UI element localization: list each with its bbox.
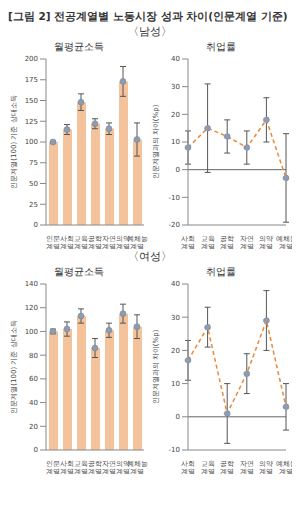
- svg-text:40: 40: [171, 55, 180, 63]
- svg-text:인문계열: 인문계열: [46, 460, 60, 474]
- svg-text:0: 0: [176, 413, 180, 421]
- svg-text:예체능계열: 예체능계열: [127, 460, 148, 474]
- svg-text:사회계열: 사회계열: [181, 235, 195, 249]
- svg-text:공학계열: 공학계열: [220, 235, 234, 249]
- svg-text:예체능계열: 예체능계열: [276, 460, 293, 474]
- html-text:〈여성〉: 〈여성〉: [128, 250, 172, 263]
- svg-text:공학계열: 공학계열: [220, 460, 234, 474]
- svg-text:10: 10: [171, 380, 180, 388]
- svg-text:사회계열: 사회계열: [181, 460, 195, 474]
- svg-text:인문계열(100) 기준 상대소득: 인문계열(100) 기준 상대소득: [10, 320, 18, 413]
- svg-text:인문계열: 인문계열: [46, 235, 60, 249]
- svg-text:20: 20: [171, 111, 180, 119]
- html-text:의약: 의약: [116, 235, 130, 243]
- svg-text:공학계열: 공학계열: [88, 235, 102, 249]
- svg-text:40: 40: [29, 399, 38, 407]
- svg-text:예체능계열: 예체능계열: [276, 235, 293, 249]
- svg-text:200: 200: [25, 55, 38, 63]
- svg-text:의약계열: 의약계열: [259, 460, 273, 474]
- svg-text:-10: -10: [169, 446, 180, 454]
- svg-text:자연계열: 자연계열: [102, 460, 116, 474]
- svg-text:자연계열: 자연계열: [102, 235, 116, 249]
- svg-text:인문계열과의 차이(%p): 인문계열과의 차이(%p): [152, 104, 160, 179]
- svg-text:교육계열: 교육계열: [74, 460, 88, 474]
- svg-text:175: 175: [25, 76, 38, 84]
- svg-text:0: 0: [34, 446, 38, 454]
- svg-text:교육계열: 교육계열: [201, 460, 215, 474]
- svg-text:사회계열: 사회계열: [60, 235, 74, 249]
- svg-text:의약계열: 의약계열: [259, 235, 273, 249]
- html-text:[그림 2] 전공계열별 노동시장 성과 차이(인문계열 기: [그림 2] 전공계열별 노동시장 성과 차이(인문계열 기준): [8, 10, 288, 22]
- svg-text:공학계열: 공학계열: [88, 460, 102, 474]
- svg-text:0: 0: [176, 166, 180, 174]
- svg-text:25: 25: [29, 201, 38, 209]
- html-text:의약: 의약: [116, 460, 130, 468]
- svg-text:인문계열과의 차이(%p): 인문계열과의 차이(%p): [152, 329, 160, 404]
- html-text:〈남성〉: 〈남성〉: [128, 25, 172, 38]
- svg-text:20: 20: [171, 347, 180, 355]
- svg-text:80: 80: [29, 352, 38, 360]
- svg-text:125: 125: [25, 118, 38, 126]
- svg-text:30: 30: [171, 83, 180, 91]
- svg-text:예체능계열: 예체능계열: [127, 235, 148, 249]
- svg-text:140: 140: [25, 280, 38, 288]
- html-text:월평균소득: 월평균소득: [54, 41, 104, 52]
- svg-text:인문계열(100) 기준 상대소득: 인문계열(100) 기준 상대소득: [10, 95, 18, 188]
- svg-text:20: 20: [29, 423, 38, 431]
- svg-text:교육계열: 교육계열: [74, 235, 88, 249]
- svg-text:150: 150: [25, 97, 38, 105]
- svg-text:30: 30: [171, 314, 180, 322]
- svg-text:자연계열: 자연계열: [240, 460, 254, 474]
- svg-text:40: 40: [171, 280, 180, 288]
- svg-text:-20: -20: [169, 221, 180, 229]
- svg-text:100: 100: [25, 138, 38, 146]
- svg-text:교육계열: 교육계열: [201, 235, 215, 249]
- svg-text:60: 60: [29, 375, 38, 383]
- svg-text:10: 10: [171, 138, 180, 146]
- html-text:취업률: 취업률: [206, 41, 236, 52]
- html-text:월평균소득: 월평균소득: [54, 266, 104, 277]
- svg-text:사회계열: 사회계열: [60, 460, 74, 474]
- svg-text:자연계열: 자연계열: [240, 235, 254, 249]
- svg-text:100: 100: [25, 328, 38, 336]
- svg-text:0: 0: [34, 221, 38, 229]
- svg-text:120: 120: [25, 304, 38, 312]
- svg-text:75: 75: [29, 159, 38, 167]
- svg-text:50: 50: [29, 180, 38, 188]
- svg-text:-10: -10: [169, 194, 180, 202]
- html-text:취업률: 취업률: [206, 266, 236, 277]
